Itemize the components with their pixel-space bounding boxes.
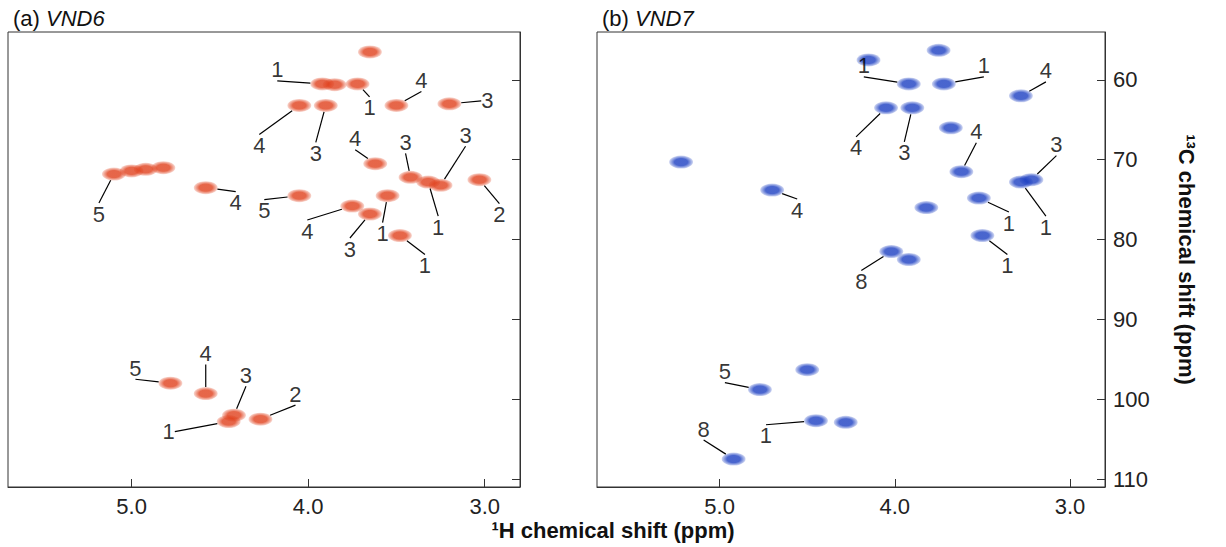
svg-text:1: 1 [432, 215, 444, 240]
svg-text:4: 4 [349, 126, 361, 151]
svg-text:3: 3 [1050, 132, 1062, 157]
svg-text:4: 4 [850, 135, 862, 160]
svg-text:4: 4 [301, 219, 313, 244]
svg-text:1: 1 [419, 253, 431, 278]
svg-text:3: 3 [344, 237, 356, 262]
svg-text:70: 70 [1113, 147, 1137, 172]
svg-text:3.0: 3.0 [1055, 494, 1086, 519]
svg-text:5: 5 [258, 198, 270, 223]
svg-text:4: 4 [253, 133, 265, 158]
svg-text:4: 4 [415, 68, 427, 93]
svg-text:100: 100 [1113, 387, 1150, 412]
svg-text:3.0: 3.0 [469, 494, 500, 519]
svg-text:110: 110 [1113, 467, 1148, 492]
svg-text:5: 5 [93, 202, 105, 227]
svg-text:1: 1 [271, 57, 283, 82]
svg-text:3: 3 [240, 363, 252, 388]
svg-text:4: 4 [200, 341, 212, 366]
svg-text:60: 60 [1113, 67, 1137, 92]
svg-text:3: 3 [481, 88, 493, 113]
svg-text:5: 5 [719, 359, 731, 384]
svg-text:VND6: VND6 [46, 6, 105, 31]
svg-text:8: 8 [698, 417, 710, 442]
svg-text:1: 1 [1001, 253, 1013, 278]
svg-text:5.0: 5.0 [704, 494, 735, 519]
svg-text:1: 1 [858, 53, 870, 78]
svg-text:1: 1 [376, 221, 388, 246]
svg-text:3: 3 [399, 130, 411, 155]
svg-text:5.0: 5.0 [116, 494, 147, 519]
svg-text:2: 2 [493, 202, 505, 227]
svg-text:2: 2 [289, 382, 301, 407]
svg-text:3: 3 [310, 141, 322, 166]
svg-text:1: 1 [163, 419, 175, 444]
svg-text:¹H chemical shift (ppm): ¹H chemical shift (ppm) [491, 518, 734, 543]
svg-text:8: 8 [855, 269, 867, 294]
svg-text:3: 3 [459, 123, 471, 148]
svg-text:4.0: 4.0 [879, 494, 910, 519]
svg-text:¹³C chemical shift (ppm): ¹³C chemical shift (ppm) [1174, 134, 1199, 385]
svg-text:4: 4 [791, 198, 803, 223]
svg-text:(b): (b) [602, 6, 629, 31]
svg-text:1: 1 [363, 95, 375, 120]
svg-text:1: 1 [760, 423, 772, 448]
svg-text:4: 4 [970, 119, 982, 144]
svg-text:(a): (a) [13, 6, 40, 31]
svg-text:3: 3 [898, 140, 910, 165]
svg-text:1: 1 [1003, 211, 1015, 236]
svg-text:VND7: VND7 [635, 6, 694, 31]
svg-text:80: 80 [1113, 227, 1137, 252]
svg-text:1: 1 [978, 53, 990, 78]
svg-text:4: 4 [230, 190, 242, 215]
svg-text:4: 4 [1040, 58, 1052, 83]
svg-text:1: 1 [1040, 215, 1052, 240]
svg-text:90: 90 [1113, 307, 1137, 332]
svg-text:4.0: 4.0 [293, 494, 324, 519]
svg-text:5: 5 [129, 356, 141, 381]
